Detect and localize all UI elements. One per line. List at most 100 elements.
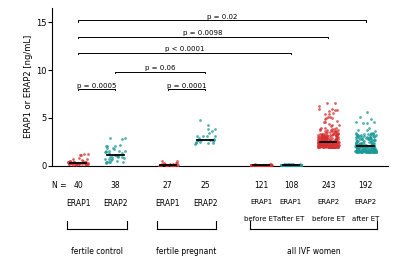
Point <box>258 163 264 167</box>
Point <box>258 163 264 167</box>
Point <box>319 133 325 137</box>
Point <box>352 143 358 148</box>
Point <box>362 147 368 151</box>
Point <box>322 138 329 142</box>
Point <box>364 145 370 150</box>
Point <box>360 148 366 152</box>
Point <box>78 153 84 158</box>
Point <box>365 150 372 154</box>
Point <box>163 163 169 167</box>
Point <box>358 150 365 154</box>
Point <box>323 116 330 120</box>
Point <box>324 138 330 142</box>
Point <box>284 162 291 167</box>
Point <box>362 144 368 148</box>
Point <box>285 163 291 167</box>
Point <box>317 137 324 141</box>
Point <box>328 133 335 138</box>
Point <box>257 163 264 167</box>
Point <box>255 163 262 167</box>
Point <box>264 163 270 167</box>
Point <box>324 134 330 138</box>
Point <box>355 150 361 154</box>
Point <box>358 141 365 145</box>
Point <box>333 133 339 137</box>
Point <box>335 137 342 142</box>
Point <box>353 144 359 148</box>
Point <box>354 138 360 143</box>
Point <box>204 134 210 139</box>
Point <box>326 140 332 145</box>
Point <box>321 133 328 137</box>
Point <box>331 130 337 135</box>
Point <box>366 132 373 137</box>
Point <box>334 132 340 136</box>
Point <box>298 163 304 167</box>
Point <box>263 163 270 167</box>
Point <box>120 160 127 164</box>
Point <box>352 137 359 142</box>
Point <box>169 163 175 168</box>
Point <box>369 144 376 148</box>
Point <box>328 145 334 149</box>
Point <box>248 163 255 168</box>
Point <box>367 135 374 140</box>
Point <box>78 158 85 162</box>
Point <box>318 135 325 139</box>
Point <box>164 163 170 168</box>
Point <box>285 163 291 167</box>
Point <box>262 163 269 167</box>
Point <box>317 144 324 148</box>
Point <box>262 163 268 167</box>
Point <box>67 159 73 163</box>
Point <box>280 163 287 167</box>
Point <box>161 162 167 167</box>
Point <box>353 144 359 148</box>
Text: ERAP1: ERAP1 <box>280 199 302 205</box>
Point <box>267 163 274 167</box>
Point <box>318 139 324 143</box>
Point <box>252 163 258 167</box>
Point <box>288 163 294 167</box>
Point <box>329 145 336 150</box>
Point <box>358 144 364 148</box>
Point <box>360 148 366 152</box>
Point <box>335 144 341 149</box>
Point <box>318 134 324 138</box>
Point <box>255 163 261 167</box>
Point <box>357 137 364 141</box>
Point <box>260 163 266 167</box>
Point <box>212 134 218 138</box>
Point <box>326 111 332 116</box>
Point <box>255 163 261 168</box>
Point <box>320 144 326 148</box>
Point <box>371 135 377 139</box>
Point <box>327 135 333 139</box>
Point <box>322 144 329 148</box>
Point <box>322 140 329 144</box>
Point <box>288 163 295 167</box>
Text: before ET: before ET <box>244 216 278 222</box>
Point <box>104 144 110 148</box>
Point <box>322 140 329 144</box>
Point <box>258 163 264 168</box>
Point <box>267 163 273 167</box>
Point <box>324 143 330 147</box>
Point <box>318 141 324 145</box>
Point <box>320 144 327 148</box>
Point <box>353 145 360 150</box>
Text: 121: 121 <box>254 181 268 190</box>
Point <box>252 163 258 167</box>
Point <box>251 163 257 167</box>
Point <box>362 150 368 154</box>
Point <box>323 144 329 148</box>
Point <box>327 138 334 142</box>
Point <box>253 163 260 167</box>
Point <box>353 131 359 135</box>
Point <box>354 132 360 137</box>
Point <box>261 163 268 167</box>
Point <box>285 163 292 168</box>
Point <box>198 138 205 142</box>
Point <box>322 134 328 139</box>
Point <box>323 144 330 149</box>
